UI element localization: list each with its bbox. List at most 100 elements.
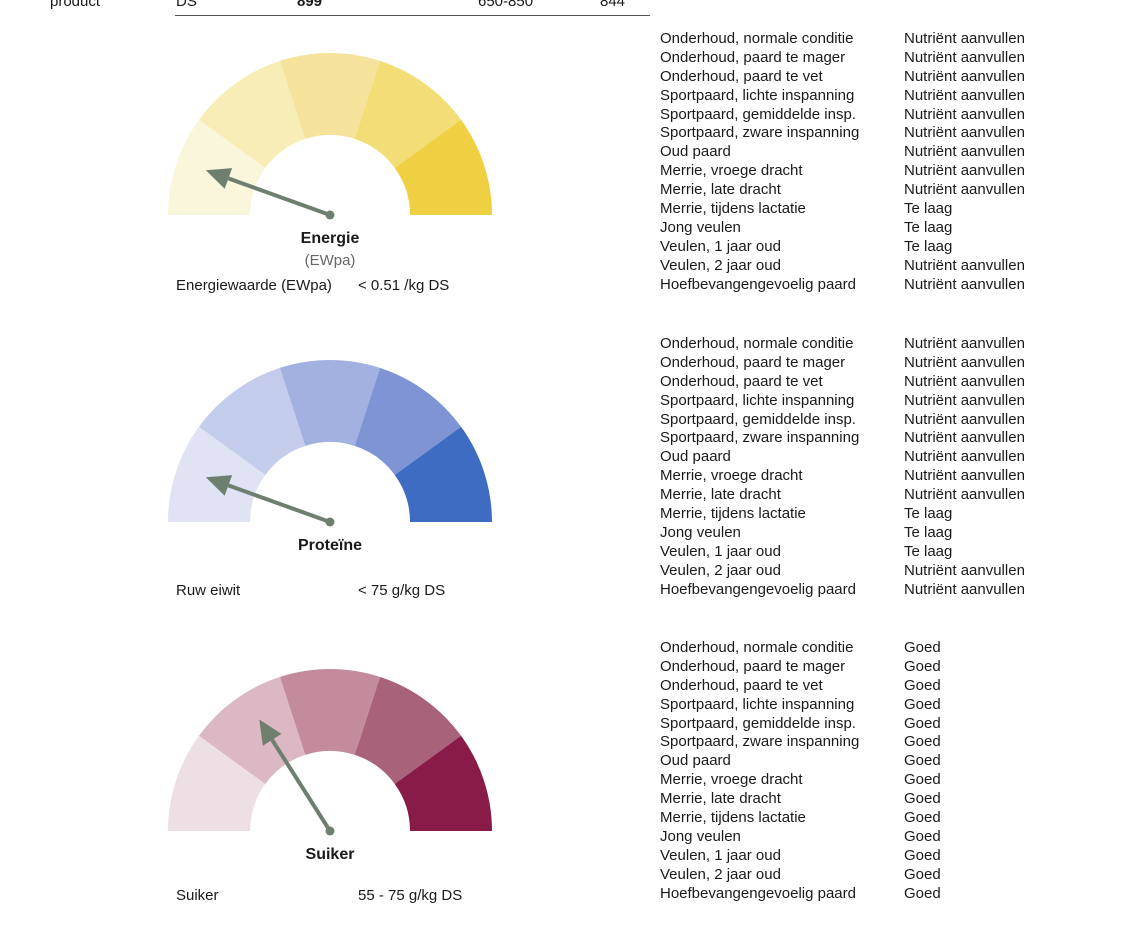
gauge-segment <box>279 360 381 446</box>
table-row: Sportpaard, zware inspanning Goed <box>660 733 1100 752</box>
table-row: Sportpaard, lichte inspanning Nutriënt aa… <box>660 392 1100 411</box>
status-cell: Te laag <box>904 200 953 218</box>
status-cell: Te laag <box>904 505 953 523</box>
status-cell: Nutriënt aanvullen <box>904 353 1025 371</box>
table-row: Merrie, vroege dracht Nutriënt aanvullen <box>660 467 1100 486</box>
gauge-segment <box>198 60 306 168</box>
table-row: Merrie, late dracht Goed <box>660 790 1100 809</box>
top-analysis-row: product DS 899 650-850 844 <box>0 0 660 15</box>
table-row: Veulen, 2 jaar oud Nutriënt aanvullen <box>660 562 1100 581</box>
group-cell: Merrie, tijdens lactatie <box>660 200 806 218</box>
top-row-range: 650-850 <box>478 0 534 10</box>
table-row: Sportpaard, zware inspanning Nutriënt aan… <box>660 124 1100 143</box>
top-row-label: product <box>50 0 101 10</box>
gauge-title: Proteïne <box>297 537 362 554</box>
status-cell: Nutriënt aanvullen <box>904 124 1025 142</box>
table-row: Veulen, 1 jaar oud Goed <box>660 847 1100 866</box>
group-cell: Onderhoud, paard te vet <box>660 372 823 390</box>
table-row: Jong veulen Te laag <box>660 219 1100 238</box>
group-cell: Jong veulen <box>660 827 741 845</box>
table-row: Onderhoud, normale conditie Goed <box>660 639 1100 658</box>
gauge-segment <box>354 676 462 784</box>
group-cell: Merrie, vroege dracht <box>660 467 803 485</box>
status-cell: Goed <box>904 695 941 713</box>
status-cell: Goed <box>904 884 941 902</box>
gauge-dial <box>168 53 492 220</box>
status-cell: Nutriënt aanvullen <box>904 561 1025 579</box>
status-cell: Nutriënt aanvullen <box>904 67 1025 85</box>
gauge-needle-hub <box>325 210 335 220</box>
gauge-needle-hub <box>325 826 335 836</box>
group-cell: Hoefbevangengevoelig paard <box>660 580 856 598</box>
status-cell: Nutriënt aanvullen <box>904 162 1025 180</box>
gauge-title: Suiker <box>305 846 355 863</box>
status-cell: Te laag <box>904 542 953 560</box>
group-cell: Hoefbevangengevoelig paard <box>660 275 856 293</box>
status-cell: Nutriënt aanvullen <box>904 275 1025 293</box>
status-cell: Goed <box>904 733 941 751</box>
table-row: Merrie, vroege dracht Nutriënt aanvullen <box>660 162 1100 181</box>
table-row: Jong veulen Goed <box>660 828 1100 847</box>
status-cell: Te laag <box>904 237 953 255</box>
table-row: Merrie, late dracht Nutriënt aanvullen <box>660 486 1100 505</box>
gauge-energie: Energie (EWpa) <box>150 40 510 280</box>
gauge-segment <box>394 426 492 522</box>
group-cell: Sportpaard, zware inspanning <box>660 429 860 447</box>
status-cell: Goed <box>904 865 941 883</box>
gauge-needle-head <box>205 475 233 496</box>
gauge-segment <box>168 735 266 831</box>
group-cell: Merrie, vroege dracht <box>660 771 803 789</box>
group-cell: Onderhoud, paard te vet <box>660 67 823 85</box>
table-row: Oud paard Nutriënt aanvullen <box>660 143 1100 162</box>
group-cell: Veulen, 2 jaar oud <box>660 865 781 883</box>
gauge-title: Energie <box>300 230 360 247</box>
status-cell: Goed <box>904 639 941 656</box>
metric-label: Suiker <box>176 887 219 904</box>
gauge-needle <box>227 483 331 524</box>
group-cell: Hoefbevangengevoelig paard <box>660 884 856 902</box>
status-cell: Goed <box>904 790 941 808</box>
status-cell: Nutriënt aanvullen <box>904 256 1025 274</box>
gauge-segment <box>168 426 266 522</box>
metric-suiker: Suiker 55 - 75 g/kg DS <box>176 887 462 904</box>
gauge-segment <box>394 735 492 831</box>
table-row: Sportpaard, gemiddelde insp. Goed <box>660 715 1100 734</box>
table-row: Onderhoud, normale conditie Nutriënt aanv… <box>660 30 1100 49</box>
group-cell: Sportpaard, lichte inspanning <box>660 391 855 409</box>
table-row: Hoefbevangengevoelig paard Goed <box>660 885 1100 904</box>
gauge-dial <box>168 360 492 527</box>
top-divider <box>175 15 650 16</box>
group-cell: Veulen, 2 jaar oud <box>660 561 781 579</box>
gauge-dial <box>168 669 492 836</box>
group-cell: Jong veulen <box>660 523 741 541</box>
group-cell: Oud paard <box>660 752 731 770</box>
table-row: Onderhoud, normale conditie Nutriënt aanv… <box>660 335 1100 354</box>
status-cell: Nutriënt aanvullen <box>904 105 1025 123</box>
status-cell: Goed <box>904 752 941 770</box>
table-row: Sportpaard, lichte inspanning Nutriënt aa… <box>660 87 1100 106</box>
status-cell: Nutriënt aanvullen <box>904 335 1025 352</box>
table-row: Onderhoud, paard te mager Nutriënt aanvul… <box>660 49 1100 68</box>
status-cell: Nutriënt aanvullen <box>904 181 1025 199</box>
metric-value: < 75 g/kg DS <box>358 582 446 599</box>
gauge-proteine: Proteïne <box>150 347 510 567</box>
gauge-subtitle: (EWpa) <box>304 252 356 269</box>
metric-value: < 0.51 /kg DS <box>358 277 450 294</box>
metric-label: Energiewaarde (EWpa) <box>176 277 332 294</box>
table-row: Onderhoud, paard te vet Nutriënt aanvulle… <box>660 68 1100 87</box>
table-row: Merrie, late dracht Nutriënt aanvullen <box>660 181 1100 200</box>
top-row-unit: DS <box>176 0 197 10</box>
group-cell: Sportpaard, gemiddelde insp. <box>660 410 856 428</box>
group-cell: Merrie, tijdens lactatie <box>660 809 806 827</box>
table-row: Merrie, tijdens lactatie Goed <box>660 809 1100 828</box>
group-cell: Merrie, tijdens lactatie <box>660 505 806 523</box>
table-suiker: Onderhoud, normale conditie Goed Onderhou… <box>660 639 1100 903</box>
group-cell: Merrie, late dracht <box>660 486 781 504</box>
group-cell: Sportpaard, lichte inspanning <box>660 86 855 104</box>
group-cell: Sportpaard, gemiddelde insp. <box>660 105 856 123</box>
group-cell: Onderhoud, paard te mager <box>660 48 846 66</box>
group-cell: Merrie, vroege dracht <box>660 162 803 180</box>
metric-energie: Energiewaarde (EWpa) < 0.51 /kg DS <box>176 277 449 294</box>
group-cell: Oud paard <box>660 143 731 161</box>
gauge-segment <box>354 60 462 168</box>
